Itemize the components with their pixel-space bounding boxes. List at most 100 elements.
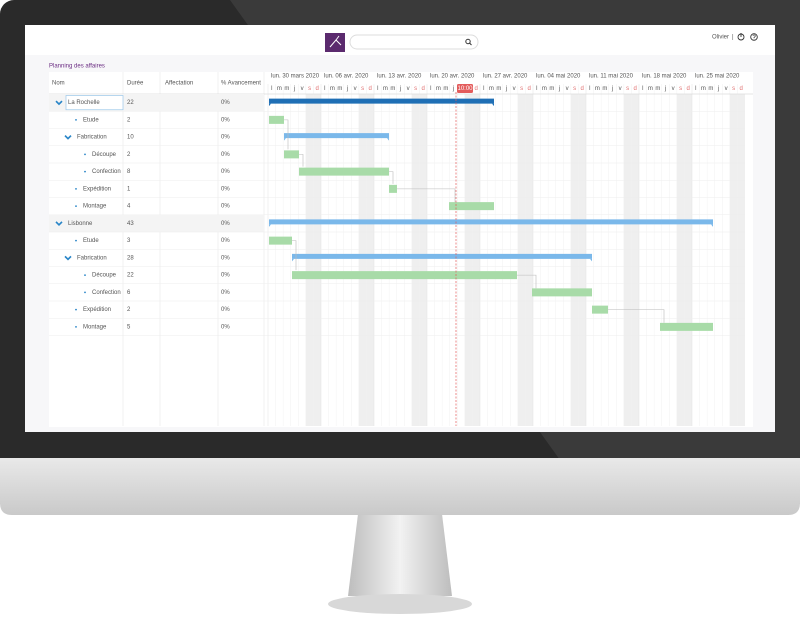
task-bar[interactable] bbox=[284, 150, 299, 159]
column-header[interactable]: Affectation bbox=[165, 81, 193, 87]
task-name[interactable]: Fabrication bbox=[77, 135, 107, 141]
task-bar[interactable] bbox=[292, 271, 517, 280]
day-letter: v bbox=[672, 86, 675, 92]
weekend-shade bbox=[623, 94, 632, 426]
task-duration: 22 bbox=[127, 100, 134, 106]
day-letter: m bbox=[337, 86, 342, 92]
bullet bbox=[84, 274, 86, 277]
day-letter: j bbox=[452, 86, 454, 92]
day-letter: j bbox=[399, 86, 401, 92]
task-name[interactable]: Confection bbox=[92, 169, 121, 175]
task-progress: 0% bbox=[221, 273, 230, 279]
weekend-shade bbox=[366, 94, 374, 426]
task-bar[interactable] bbox=[299, 167, 389, 176]
task-bar[interactable] bbox=[284, 133, 389, 139]
expand-chevron[interactable] bbox=[55, 221, 63, 227]
day-letter: m bbox=[708, 86, 713, 92]
bullet bbox=[84, 170, 86, 173]
name-edit-box[interactable] bbox=[65, 95, 124, 111]
day-letter: s bbox=[520, 86, 523, 92]
task-bar[interactable] bbox=[592, 305, 608, 314]
task-name[interactable]: Lisbonne bbox=[68, 221, 93, 227]
day-letter: v bbox=[407, 86, 410, 92]
task-name[interactable]: Expédition bbox=[83, 186, 111, 192]
day-letter: d bbox=[475, 86, 478, 92]
day-letter: l bbox=[377, 86, 378, 92]
bullet bbox=[84, 153, 86, 156]
task-bar[interactable] bbox=[292, 253, 592, 259]
planning: Nom Durée Affectation % Avancement lun. 30 m… bbox=[49, 72, 753, 426]
day-letter: d bbox=[634, 86, 637, 92]
task-name[interactable]: Confection bbox=[92, 290, 121, 296]
weekend-shade bbox=[472, 94, 480, 426]
task-duration: 5 bbox=[127, 324, 131, 330]
day-letter: m bbox=[443, 86, 448, 92]
search-icon[interactable] bbox=[465, 38, 471, 45]
dependency-link bbox=[299, 154, 304, 167]
weekend-shade bbox=[358, 94, 367, 426]
task-bar[interactable] bbox=[269, 98, 494, 104]
day-letter: l bbox=[536, 86, 537, 92]
week-label: lun. 30 mars 2020 bbox=[271, 74, 320, 80]
task-name[interactable]: La Rochelle bbox=[68, 100, 100, 106]
user-name[interactable]: Olivier bbox=[712, 35, 729, 41]
task-bar[interactable] bbox=[269, 236, 292, 245]
day-letter: l bbox=[642, 86, 643, 92]
task-name[interactable]: Etude bbox=[83, 117, 99, 123]
task-name[interactable]: Découpe bbox=[92, 152, 117, 158]
column-header[interactable]: Durée bbox=[127, 81, 144, 87]
day-letter: m bbox=[383, 86, 388, 92]
task-bar[interactable] bbox=[269, 219, 713, 225]
task-bar[interactable] bbox=[660, 322, 713, 331]
task-name[interactable]: Etude bbox=[83, 238, 99, 244]
day-letter: d bbox=[581, 86, 584, 92]
day-letter: m bbox=[701, 86, 706, 92]
task-progress: 0% bbox=[221, 221, 230, 227]
day-letter: v bbox=[725, 86, 728, 92]
weekend-shade bbox=[676, 94, 685, 426]
week-label: lun. 13 avr. 2020 bbox=[377, 74, 422, 80]
column-header[interactable]: Nom bbox=[52, 81, 65, 87]
day-letter: m bbox=[602, 86, 607, 92]
task-progress: 0% bbox=[221, 255, 230, 261]
dependency-link bbox=[292, 240, 297, 271]
week-label: lun. 20 avr. 2020 bbox=[430, 74, 475, 80]
weekend-shade bbox=[517, 94, 526, 426]
task-name[interactable]: Fabrication bbox=[77, 255, 107, 261]
task-name[interactable]: Montage bbox=[83, 204, 107, 210]
task-bar[interactable] bbox=[269, 115, 284, 124]
column-header[interactable]: % Avancement bbox=[221, 81, 261, 87]
task-bar[interactable] bbox=[449, 202, 494, 211]
task-duration: 43 bbox=[127, 221, 134, 227]
expand-chevron[interactable] bbox=[64, 135, 72, 140]
bullet bbox=[75, 308, 77, 311]
day-letter: l bbox=[430, 86, 431, 92]
task-name[interactable]: Découpe bbox=[92, 273, 117, 279]
weekend-shade bbox=[411, 94, 420, 426]
help-icon[interactable] bbox=[750, 33, 758, 41]
today-badge bbox=[457, 84, 473, 93]
day-letter: v bbox=[513, 86, 516, 92]
expand-chevron[interactable] bbox=[55, 100, 63, 106]
day-letter: j bbox=[664, 86, 666, 92]
task-duration: 4 bbox=[127, 204, 131, 210]
expand-chevron[interactable] bbox=[64, 255, 72, 261]
dependency-link bbox=[284, 119, 289, 150]
stand bbox=[348, 514, 452, 596]
search-box[interactable] bbox=[349, 34, 479, 50]
task-bar[interactable] bbox=[389, 184, 397, 193]
bullet bbox=[75, 205, 77, 208]
weekend-shade bbox=[305, 94, 314, 426]
task-name[interactable]: Expédition bbox=[83, 307, 111, 313]
day-letter: d bbox=[422, 86, 425, 92]
day-letter: m bbox=[277, 86, 282, 92]
task-name[interactable]: Montage bbox=[83, 324, 107, 330]
task-bar[interactable] bbox=[532, 288, 592, 297]
day-letter: v bbox=[301, 86, 304, 92]
week-label: lun. 04 mai 2020 bbox=[536, 74, 581, 80]
day-letter: j bbox=[346, 86, 348, 92]
task-progress: 0% bbox=[221, 152, 230, 158]
logo[interactable] bbox=[325, 33, 345, 52]
day-letter: j bbox=[611, 86, 613, 92]
